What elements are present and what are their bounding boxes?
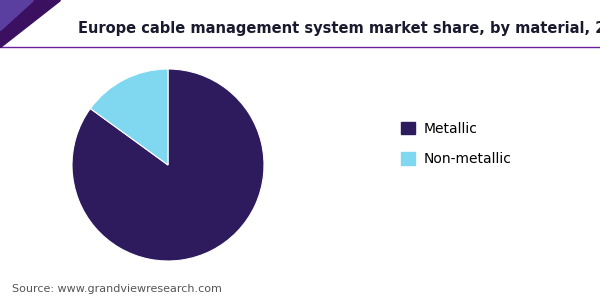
Text: Europe cable management system market share, by material, 2017 (%): Europe cable management system market sh… [78, 21, 600, 36]
Text: Source: www.grandviewresearch.com: Source: www.grandviewresearch.com [12, 284, 222, 294]
Legend: Metallic, Non-metallic: Metallic, Non-metallic [401, 122, 511, 166]
Wedge shape [72, 69, 264, 261]
Wedge shape [91, 69, 168, 165]
